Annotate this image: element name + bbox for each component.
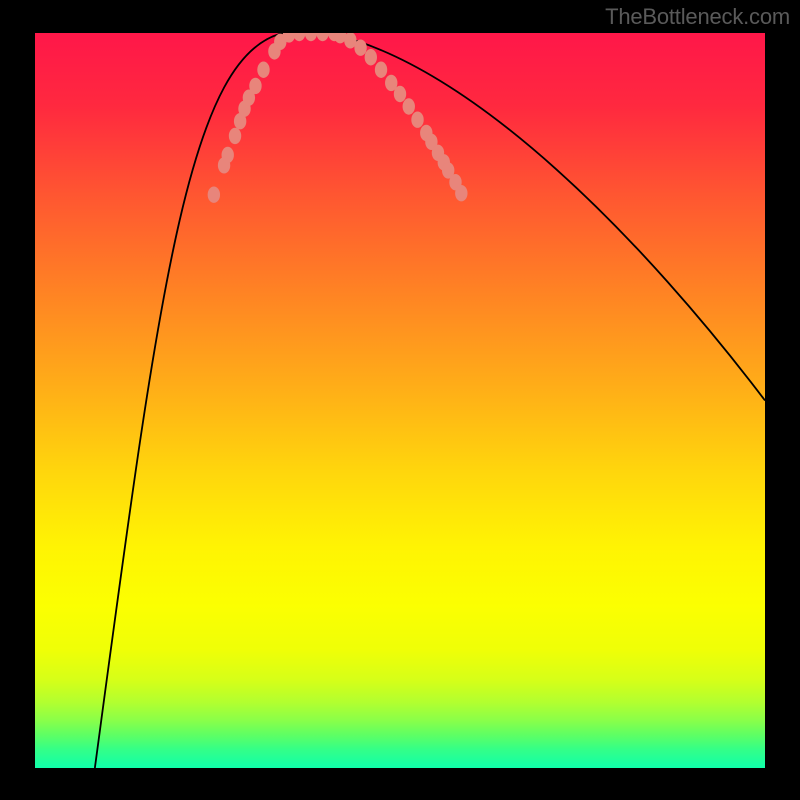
watermark-text: TheBottleneck.com (605, 4, 790, 30)
marker (375, 62, 387, 78)
marker (411, 112, 423, 128)
marker (249, 78, 261, 94)
background-gradient (35, 33, 765, 768)
marker (222, 147, 234, 163)
marker (354, 40, 366, 56)
marker (365, 49, 377, 65)
plot-svg (35, 33, 765, 768)
marker (257, 62, 269, 78)
plot-area (35, 33, 765, 768)
marker (403, 98, 415, 114)
marker (229, 128, 241, 144)
marker (455, 185, 467, 201)
chart-stage: TheBottleneck.com (0, 0, 800, 800)
marker (394, 86, 406, 102)
marker (208, 187, 220, 203)
